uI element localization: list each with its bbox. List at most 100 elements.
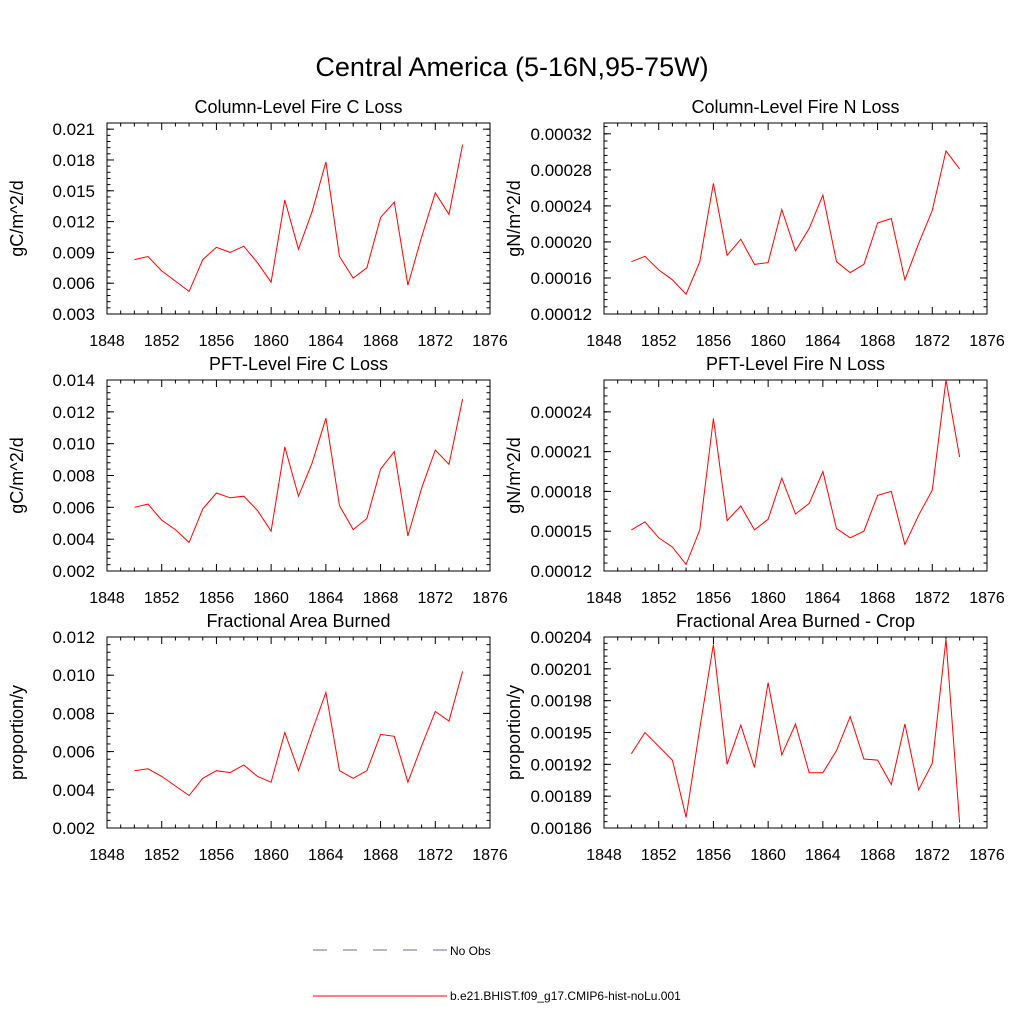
y-tick-label: 0.00012 [531,562,592,581]
x-tick-label: 1868 [860,590,896,607]
chart-title: Fractional Area Burned [206,611,390,631]
chart-panel-2: Column-Level Fire N Loss gN/m^2/d 1848 1852… [504,97,1005,350]
x-tick-label: 1848 [89,590,125,607]
y-tick-label: 0.018 [52,151,95,170]
figure-title: Central America (5-16N,95-75W) [315,52,708,82]
y-tick-label: 0.00195 [531,724,592,743]
y-tick-label: 0.003 [52,305,95,324]
chart-title: Column-Level Fire N Loss [691,97,899,117]
y-axis-label: gC/m^2/d [7,180,27,256]
y-tick-label: 0.00018 [531,482,592,501]
x-tick-label: 1856 [199,333,235,350]
x-tick-label: 1872 [417,847,453,864]
chart-panel-6: Fractional Area Burned - Crop proportion/… [504,611,1005,864]
x-tick-label: 1872 [914,590,950,607]
x-tick-label: 1864 [308,333,344,350]
x-tick-label: 1860 [253,590,289,607]
x-tick-label: 1856 [696,590,732,607]
y-tick-label: 0.00012 [531,305,592,324]
y-tick-label: 0.015 [52,182,95,201]
y-tick-label: 0.014 [52,371,95,390]
x-tick-label: 1856 [199,847,235,864]
x-tick-label: 1876 [969,333,1005,350]
x-tick-label: 1852 [641,847,677,864]
y-axis-label: proportion/y [504,685,524,780]
x-tick-label: 1864 [308,847,344,864]
x-tick-label: 1852 [144,847,180,864]
x-tick-label: 1876 [969,847,1005,864]
x-tick-label: 1848 [586,333,622,350]
x-tick-label: 1852 [641,590,677,607]
y-axis-label: gN/m^2/d [504,180,524,256]
y-tick-label: 0.021 [52,120,95,139]
x-tick-label: 1868 [860,333,896,350]
plot-frame [603,379,988,572]
y-axis-label: gN/m^2/d [504,437,524,513]
x-tick-label: 1876 [969,590,1005,607]
x-tick-label: 1848 [89,333,125,350]
x-tick-label: 1856 [199,590,235,607]
y-tick-label: 0.002 [52,562,95,581]
x-tick-label: 1852 [641,333,677,350]
y-tick-label: 0.009 [52,243,95,262]
y-tick-label: 0.00024 [531,197,592,216]
plot-frame [603,636,988,829]
plot-frame [106,122,491,315]
y-tick-label: 0.00201 [531,660,592,679]
x-tick-label: 1860 [253,847,289,864]
x-tick-label: 1876 [472,847,508,864]
y-tick-label: 0.00016 [531,269,592,288]
x-tick-label: 1872 [914,847,950,864]
chart-title: Fractional Area Burned - Crop [676,611,915,631]
x-tick-label: 1868 [860,847,896,864]
y-tick-label: 0.00020 [531,233,592,252]
series-line [134,144,464,293]
y-tick-label: 0.002 [52,819,95,838]
y-tick-label: 0.00024 [531,403,592,422]
legend: No Obs b.e21.BHIST.f09_g17.CMIP6-hist-no… [313,944,681,1003]
series-line [631,379,961,566]
y-tick-label: 0.010 [52,435,95,454]
x-tick-label: 1860 [750,590,786,607]
x-tick-label: 1876 [472,333,508,350]
y-tick-label: 0.00015 [531,522,592,541]
y-tick-label: 0.00189 [531,787,592,806]
chart-title: PFT-Level Fire C Loss [209,354,388,374]
x-tick-label: 1852 [144,590,180,607]
x-tick-label: 1872 [914,333,950,350]
x-tick-label: 1860 [750,847,786,864]
chart-title: PFT-Level Fire N Loss [706,354,885,374]
y-tick-label: 0.00204 [531,628,592,647]
legend-obs-label: No Obs [450,944,491,958]
y-axis-label: gC/m^2/d [7,437,27,513]
chart-panel-4: PFT-Level Fire N Loss gN/m^2/d 1848 1852 185… [504,354,1005,607]
plot-frame [106,636,491,829]
x-tick-label: 1864 [805,333,841,350]
x-tick-label: 1848 [89,847,125,864]
y-tick-label: 0.004 [52,530,95,549]
x-tick-label: 1868 [363,333,399,350]
x-tick-label: 1872 [417,590,453,607]
y-tick-label: 0.00186 [531,819,592,838]
x-tick-label: 1864 [805,590,841,607]
y-tick-label: 0.006 [52,498,95,517]
y-tick-label: 0.010 [52,666,95,685]
chart-panel-5: Fractional Area Burned proportion/y 1848 18… [7,611,508,864]
y-tick-label: 0.00198 [531,692,592,711]
x-tick-label: 1848 [586,590,622,607]
x-tick-label: 1864 [308,590,344,607]
x-tick-label: 1876 [472,590,508,607]
chart-panel-1: Column-Level Fire C Loss gC/m^2/d 1848 1852… [7,97,508,350]
x-tick-label: 1852 [144,333,180,350]
y-tick-label: 0.008 [52,467,95,486]
y-tick-label: 0.012 [52,628,95,647]
y-tick-label: 0.006 [52,274,95,293]
series-line [134,671,464,797]
y-tick-label: 0.00021 [531,443,592,462]
x-tick-label: 1868 [363,847,399,864]
series-line [134,398,464,544]
y-axis-label: proportion/y [7,685,27,780]
x-tick-label: 1868 [363,590,399,607]
y-tick-label: 0.00192 [531,755,592,774]
x-tick-label: 1848 [586,847,622,864]
